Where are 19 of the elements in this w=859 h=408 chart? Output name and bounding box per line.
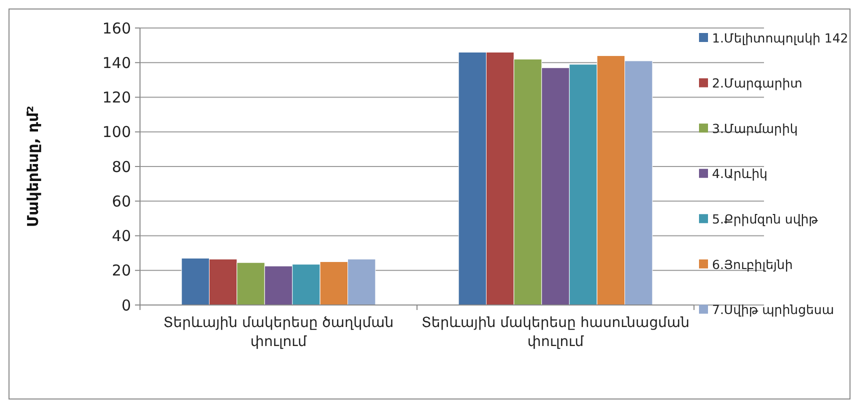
y-tick-label: 0	[121, 296, 131, 314]
y-tick-label: 120	[102, 88, 131, 106]
y-tick-label: 40	[112, 227, 131, 245]
legend-label: 4.Արևիկ	[712, 166, 768, 182]
legend-label: 7.Սվիթ պրինցեսա	[712, 302, 834, 318]
x-tick-label: Տերևային մակերեսը հասունացման փուլում	[422, 315, 690, 350]
legend-label: 2.Մարգարիտ	[712, 76, 802, 91]
x-tick-label: Տերևային մակերեսը ծաղկման փուլում	[163, 315, 394, 350]
y-tick-label: 60	[112, 192, 131, 210]
y-tick-label: 140	[102, 54, 131, 72]
legend-label: 6.Յուբիլեյնի	[712, 256, 793, 272]
legend-label: 3.Մարմարիկ	[712, 120, 798, 136]
y-tick-label: 80	[112, 158, 131, 176]
legend-label: 1.Մելիտոպոլսկի 142	[712, 30, 848, 46]
y-tick-label: 100	[102, 123, 131, 142]
legend-label: 5.Քրիմզոն սվիթ	[712, 212, 819, 227]
y-tick-label: 160	[102, 19, 131, 38]
y-tick-label: 20	[112, 262, 131, 280]
y-axis-title: Մակերեսը, դմ²	[24, 106, 42, 228]
